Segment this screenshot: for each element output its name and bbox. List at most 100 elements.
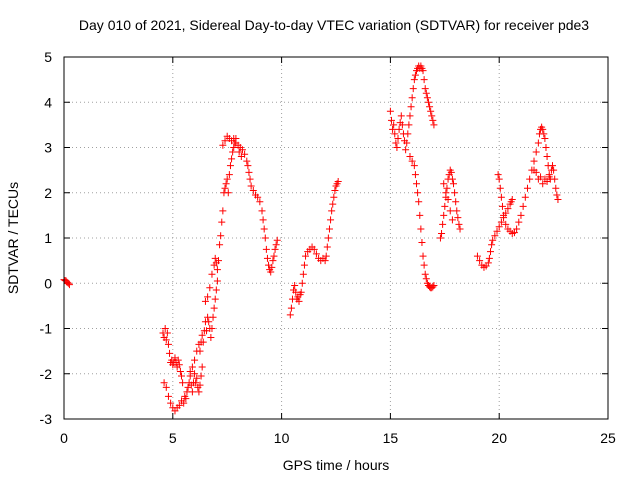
data-point [195, 388, 203, 396]
data-point [419, 252, 427, 260]
data-point [249, 186, 257, 194]
y-tick-labels: -3 -2 -1 0 1 2 3 4 5 [40, 49, 53, 427]
data-point [504, 205, 512, 213]
data-point [530, 157, 538, 165]
data-point [390, 121, 398, 129]
data-point [65, 281, 73, 289]
data-point [442, 189, 450, 197]
x-tick-label: 25 [600, 430, 616, 446]
data-point [178, 372, 186, 380]
data-point [427, 107, 435, 115]
data-point [162, 336, 170, 344]
data-point [312, 250, 320, 258]
data-point [448, 216, 456, 224]
data-point [409, 85, 417, 93]
data-point [403, 139, 411, 147]
data-point [485, 254, 493, 262]
data-point [406, 153, 414, 161]
data-point [197, 372, 205, 380]
data-point [230, 144, 238, 151]
data-point [539, 180, 547, 188]
data-point [287, 304, 295, 312]
data-point [422, 275, 430, 283]
x-tick-labels: 0 5 10 15 20 25 [60, 430, 616, 446]
data-point [186, 367, 194, 375]
data-point [402, 146, 410, 154]
data-point [415, 198, 423, 206]
data-point [295, 297, 303, 305]
x-tick-label: 15 [383, 430, 399, 446]
data-point [454, 214, 462, 222]
data-point [486, 248, 494, 256]
data-point [216, 241, 224, 249]
data-point [496, 184, 504, 192]
data-point [515, 218, 523, 226]
data-point [328, 207, 336, 215]
data-point [393, 144, 401, 151]
data-point [411, 71, 419, 79]
y-tick-label: -3 [40, 411, 53, 427]
data-point [247, 182, 255, 190]
data-point [532, 168, 540, 176]
data-point [439, 220, 447, 228]
data-point [473, 252, 481, 260]
data-point [209, 313, 217, 321]
data-point [410, 76, 418, 84]
data-point [414, 189, 422, 197]
data-point [408, 94, 416, 102]
data-point [164, 340, 172, 348]
data-point [391, 130, 399, 138]
data-point [420, 261, 428, 269]
data-point [387, 116, 395, 124]
data-point [191, 356, 199, 364]
data-point [212, 286, 220, 294]
data-point [180, 399, 188, 407]
data-point [497, 218, 505, 226]
data-point [543, 177, 551, 185]
data-point [493, 227, 501, 235]
data-point [322, 252, 330, 260]
data-point [443, 184, 451, 192]
data-point [245, 168, 253, 176]
data-point [271, 245, 279, 253]
data-point [540, 130, 548, 138]
data-point [167, 399, 175, 407]
data-point [221, 184, 229, 192]
data-point [517, 211, 525, 219]
data-point [222, 180, 230, 188]
data-point [327, 216, 335, 224]
data-point [273, 236, 281, 244]
data-point [267, 268, 275, 276]
data-point [410, 162, 418, 170]
x-axis-label: GPS time / hours [283, 457, 390, 473]
data-point [392, 139, 400, 147]
y-tick-label: 3 [44, 140, 52, 156]
data-point [553, 191, 561, 199]
data-point [191, 370, 199, 378]
y-tick-label: 4 [44, 94, 52, 110]
data-point [550, 166, 558, 174]
y-axis-label: SDTVAR / TECUs [5, 182, 21, 294]
data-point [300, 261, 308, 269]
data-point [495, 175, 503, 183]
data-point [498, 202, 506, 210]
data-point [206, 284, 214, 292]
data-point [244, 162, 252, 170]
data-point [537, 173, 545, 181]
data-point [325, 225, 333, 233]
data-point [417, 225, 425, 233]
data-point [219, 207, 227, 215]
chart-title: Day 010 of 2021, Sidereal Day-to-day VTE… [79, 17, 589, 33]
data-point [270, 252, 278, 260]
data-point [554, 196, 562, 204]
data-point [199, 338, 207, 346]
data-point [502, 220, 510, 228]
data-point [196, 381, 204, 389]
data-point [497, 193, 505, 201]
data-point [440, 180, 448, 188]
data-point [334, 177, 342, 185]
y-tick-label: 1 [44, 230, 52, 246]
data-point [395, 125, 403, 133]
data-point [407, 103, 415, 111]
